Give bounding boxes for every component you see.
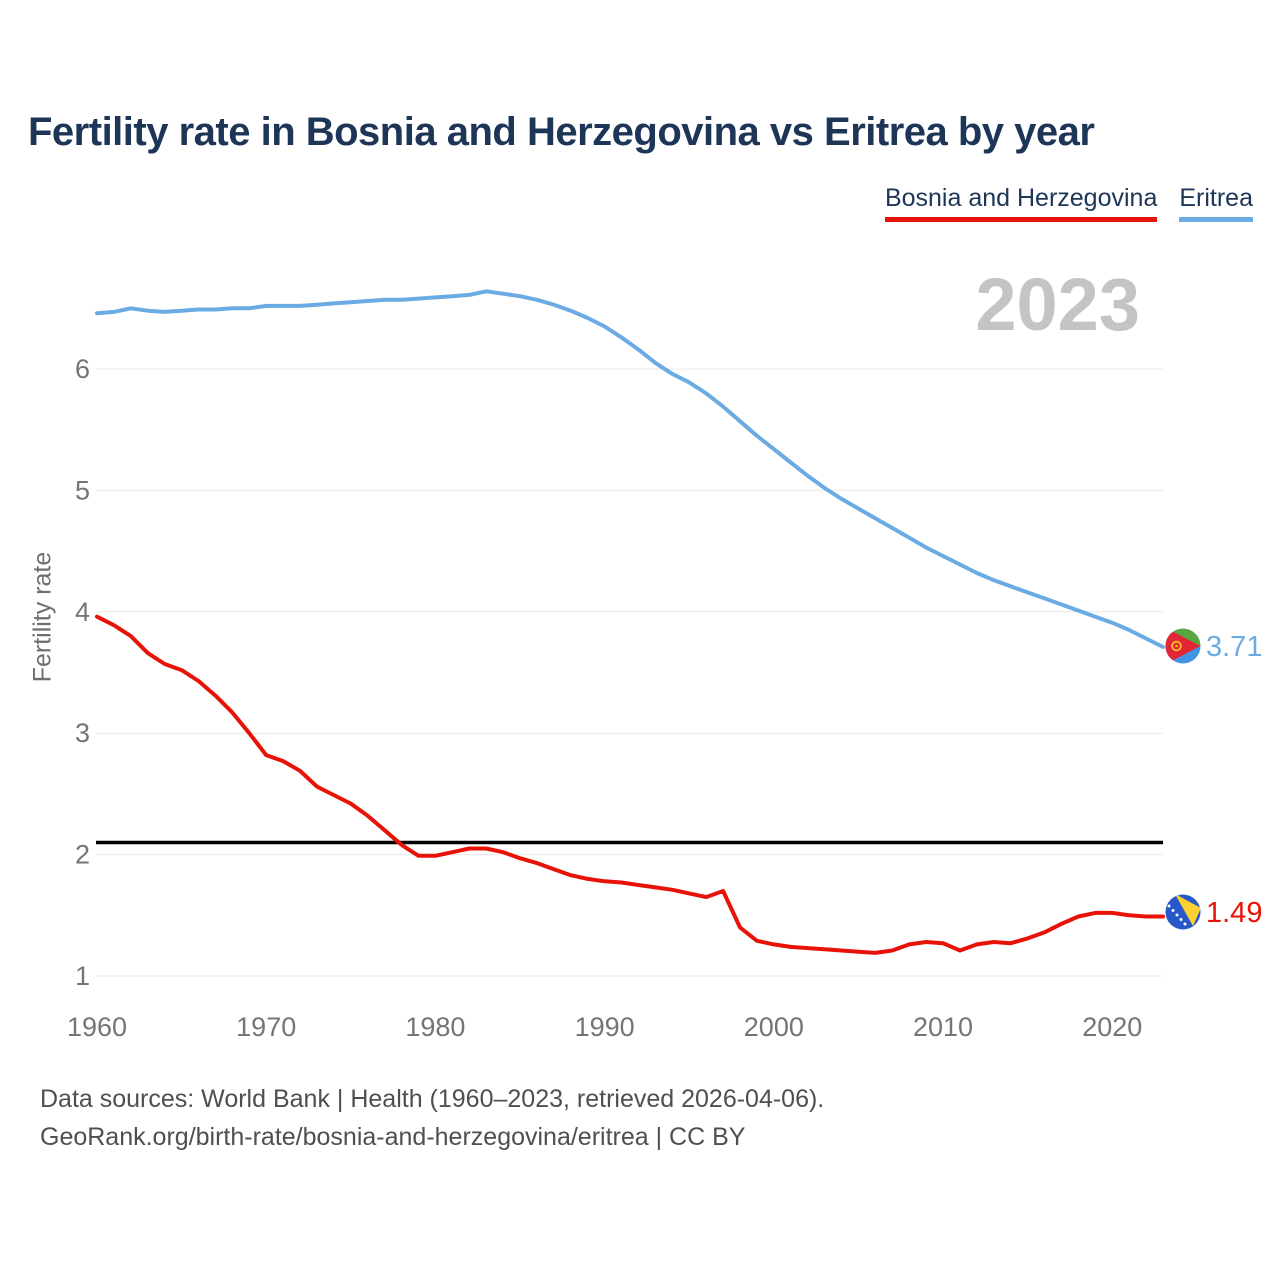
legend-item-bosnia[interactable]: Bosnia and Herzegovina bbox=[884, 184, 1158, 222]
footer-attribution: GeoRank.org/birth-rate/bosnia-and-herzeg… bbox=[40, 1123, 746, 1151]
chart-title: Fertility rate in Bosnia and Herzegovina… bbox=[28, 110, 1095, 154]
legend-item-eritrea[interactable]: Eritrea bbox=[1179, 184, 1253, 222]
bosnia-end-value: 1.49 bbox=[1206, 897, 1262, 929]
grid-layer: 1 2 3 4 5 6 1960 1970 1980 1990 2000 2010 2020 bbox=[67, 354, 1163, 1042]
legend: Bosnia and Herzegovina Eritrea bbox=[884, 184, 1253, 222]
y-tick-label: 1 bbox=[75, 961, 90, 991]
x-tick-label: 1970 bbox=[236, 1012, 296, 1042]
y-tick-label: 5 bbox=[75, 475, 90, 505]
legend-label-eritrea: Eritrea bbox=[1179, 184, 1253, 212]
y-tick-label: 2 bbox=[75, 840, 90, 870]
series-line-bosnia bbox=[95, 614, 1165, 955]
x-tick-label: 2000 bbox=[744, 1012, 804, 1042]
x-tick-label: 1960 bbox=[67, 1012, 127, 1042]
eritrea-flag-icon bbox=[1165, 628, 1201, 664]
y-tick-label: 6 bbox=[75, 354, 90, 384]
eritrea-end-value: 3.71 bbox=[1206, 631, 1262, 663]
x-tick-label: 2020 bbox=[1082, 1012, 1142, 1042]
y-tick-label: 3 bbox=[75, 718, 90, 748]
footer: Data sources: World Bank | Health (1960–… bbox=[40, 1080, 824, 1156]
x-tick-label: 1980 bbox=[405, 1012, 465, 1042]
watermark-year: 2023 bbox=[975, 263, 1140, 346]
x-tick-label: 2010 bbox=[913, 1012, 973, 1042]
series-line-eritrea bbox=[95, 289, 1165, 649]
bosnia-flag-icon bbox=[1165, 894, 1201, 930]
y-tick-label: 4 bbox=[75, 597, 90, 627]
x-tick-label: 1990 bbox=[575, 1012, 635, 1042]
footer-sources: Data sources: World Bank | Health (1960–… bbox=[40, 1085, 825, 1113]
line-layer bbox=[95, 289, 1165, 955]
legend-label-bosnia: Bosnia and Herzegovina bbox=[884, 184, 1158, 212]
